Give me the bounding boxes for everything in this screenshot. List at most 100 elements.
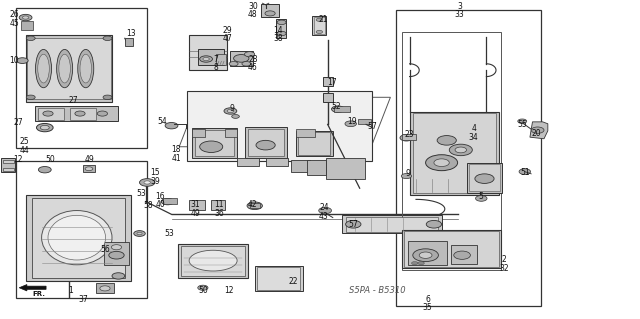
Circle shape bbox=[316, 18, 323, 21]
Circle shape bbox=[103, 95, 112, 100]
Bar bbox=[396, 10, 541, 306]
Bar bbox=[404, 231, 499, 267]
Bar bbox=[314, 17, 325, 34]
Circle shape bbox=[112, 273, 125, 279]
Bar bbox=[248, 129, 284, 156]
Circle shape bbox=[85, 167, 93, 171]
Circle shape bbox=[531, 127, 544, 133]
Text: 32: 32 bbox=[499, 264, 509, 273]
Bar bbox=[70, 108, 96, 120]
Ellipse shape bbox=[42, 211, 112, 265]
Text: 27: 27 bbox=[68, 96, 79, 105]
Text: 55: 55 bbox=[517, 120, 527, 129]
Polygon shape bbox=[19, 285, 46, 291]
Bar bbox=[16, 8, 147, 148]
Bar bbox=[312, 16, 326, 35]
Bar bbox=[96, 283, 114, 293]
Bar bbox=[216, 54, 226, 65]
Bar bbox=[189, 35, 227, 70]
Text: 15: 15 bbox=[150, 168, 160, 177]
Circle shape bbox=[26, 95, 35, 100]
Text: 54: 54 bbox=[157, 117, 167, 126]
Text: FR.: FR. bbox=[32, 291, 45, 297]
Circle shape bbox=[232, 115, 239, 118]
Bar bbox=[26, 35, 112, 102]
Text: 12: 12 bbox=[13, 155, 22, 164]
Bar bbox=[245, 127, 287, 158]
Circle shape bbox=[265, 11, 275, 16]
Bar bbox=[195, 130, 234, 156]
Text: 36: 36 bbox=[214, 209, 224, 218]
Bar bbox=[83, 165, 95, 172]
Text: 6: 6 bbox=[425, 295, 430, 304]
Bar bbox=[187, 91, 372, 161]
Bar bbox=[27, 38, 111, 99]
Text: 29: 29 bbox=[222, 26, 232, 35]
Circle shape bbox=[426, 155, 458, 171]
Circle shape bbox=[256, 140, 275, 150]
Bar bbox=[211, 200, 225, 210]
Ellipse shape bbox=[48, 215, 106, 260]
Circle shape bbox=[165, 122, 178, 129]
Circle shape bbox=[518, 119, 527, 123]
Circle shape bbox=[43, 111, 53, 116]
Text: 33: 33 bbox=[454, 11, 465, 19]
Bar bbox=[408, 241, 447, 265]
Bar bbox=[32, 198, 125, 278]
Circle shape bbox=[200, 141, 223, 152]
Circle shape bbox=[229, 62, 238, 66]
Text: 16: 16 bbox=[155, 192, 165, 201]
Bar bbox=[307, 160, 326, 175]
Bar bbox=[402, 230, 501, 268]
Bar bbox=[1, 158, 15, 172]
Circle shape bbox=[247, 202, 262, 210]
Circle shape bbox=[134, 231, 145, 236]
Text: 52: 52 bbox=[331, 102, 341, 111]
Bar bbox=[257, 267, 300, 290]
Ellipse shape bbox=[57, 49, 73, 88]
Text: 51: 51 bbox=[520, 168, 530, 177]
Text: 56: 56 bbox=[100, 245, 111, 254]
Text: 9: 9 bbox=[229, 104, 234, 113]
Bar bbox=[26, 195, 131, 281]
Text: 45: 45 bbox=[9, 19, 19, 28]
Bar bbox=[125, 38, 133, 46]
Text: 2: 2 bbox=[502, 256, 507, 264]
Text: 18: 18 bbox=[172, 145, 180, 154]
Text: 38: 38 bbox=[273, 34, 284, 43]
Bar bbox=[469, 164, 500, 191]
Bar bbox=[276, 19, 286, 38]
Bar bbox=[250, 203, 260, 208]
Bar bbox=[402, 134, 416, 140]
Circle shape bbox=[200, 56, 212, 62]
Circle shape bbox=[401, 174, 412, 179]
Text: 53: 53 bbox=[164, 229, 174, 238]
Text: 47: 47 bbox=[222, 34, 232, 43]
Bar bbox=[291, 160, 310, 172]
Circle shape bbox=[475, 174, 494, 183]
Circle shape bbox=[345, 121, 356, 127]
Circle shape bbox=[161, 198, 174, 205]
Text: 3: 3 bbox=[457, 2, 462, 11]
Text: S5PA - B5310: S5PA - B5310 bbox=[349, 286, 406, 295]
Bar bbox=[38, 108, 64, 120]
Text: 25: 25 bbox=[19, 137, 29, 146]
Text: 7: 7 bbox=[213, 55, 218, 63]
Text: 41: 41 bbox=[171, 154, 181, 163]
Ellipse shape bbox=[189, 250, 237, 271]
Text: 46: 46 bbox=[248, 63, 258, 72]
Text: 50: 50 bbox=[198, 286, 209, 295]
Bar bbox=[266, 158, 288, 166]
Circle shape bbox=[227, 109, 234, 113]
Text: 48: 48 bbox=[248, 11, 258, 19]
Circle shape bbox=[437, 136, 456, 145]
Bar bbox=[181, 246, 245, 276]
Circle shape bbox=[319, 207, 332, 214]
Circle shape bbox=[137, 232, 142, 235]
Text: 44: 44 bbox=[19, 146, 29, 155]
Circle shape bbox=[412, 262, 418, 265]
Text: 20: 20 bbox=[531, 129, 541, 137]
Bar bbox=[298, 132, 330, 155]
Bar bbox=[296, 131, 333, 156]
Circle shape bbox=[426, 220, 442, 228]
